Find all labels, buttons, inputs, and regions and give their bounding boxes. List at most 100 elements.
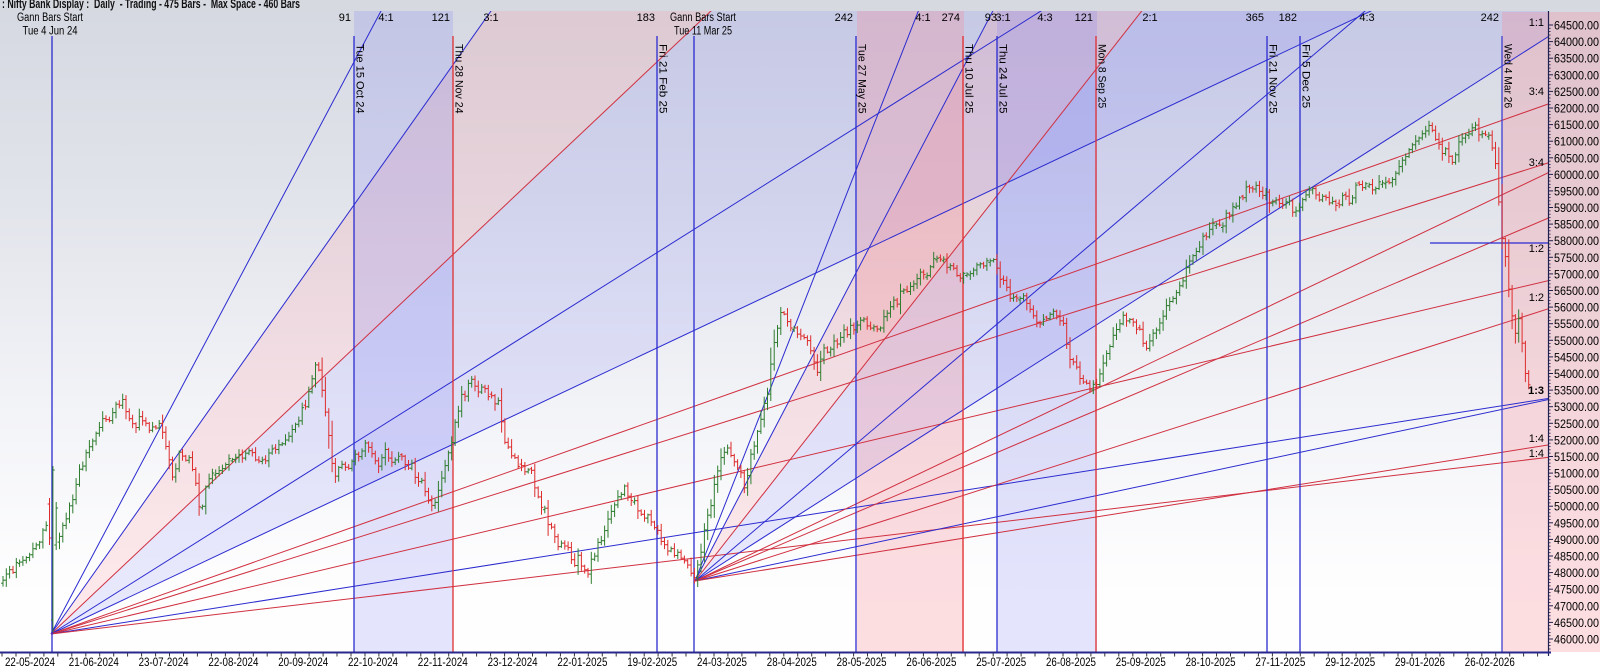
svg-text:3:1: 3:1 bbox=[483, 12, 498, 24]
svg-text:28-10-2025: 28-10-2025 bbox=[1186, 655, 1236, 669]
svg-text:63500.00: 63500.00 bbox=[1554, 52, 1599, 66]
svg-text:Tue 15 Oct 24: Tue 15 Oct 24 bbox=[354, 44, 366, 114]
svg-text:19-02-2025: 19-02-2025 bbox=[627, 655, 677, 669]
svg-text:Wed 4 Mar 26: Wed 4 Mar 26 bbox=[1502, 44, 1514, 108]
svg-text:183: 183 bbox=[637, 12, 655, 24]
svg-text:46500.00: 46500.00 bbox=[1554, 616, 1599, 630]
svg-text:52000.00: 52000.00 bbox=[1554, 433, 1599, 447]
svg-text:Thu 24 Jul 25: Thu 24 Jul 25 bbox=[997, 44, 1009, 114]
svg-text:121: 121 bbox=[432, 12, 450, 24]
svg-text:91: 91 bbox=[339, 12, 351, 24]
svg-text:54000.00: 54000.00 bbox=[1554, 367, 1599, 381]
svg-text:1:1: 1:1 bbox=[1529, 17, 1544, 29]
svg-text:63000.00: 63000.00 bbox=[1554, 68, 1599, 82]
svg-text:50000.00: 50000.00 bbox=[1554, 500, 1599, 514]
svg-text:62500.00: 62500.00 bbox=[1554, 85, 1599, 99]
svg-text:Fri 21 Feb 25: Fri 21 Feb 25 bbox=[657, 44, 669, 114]
svg-text:54500.00: 54500.00 bbox=[1554, 350, 1599, 364]
svg-text:25-07-2025: 25-07-2025 bbox=[976, 655, 1026, 669]
svg-text:56500.00: 56500.00 bbox=[1554, 284, 1599, 298]
svg-text:Thu 10 Jul 25: Thu 10 Jul 25 bbox=[963, 44, 975, 114]
svg-text:4:3: 4:3 bbox=[1359, 12, 1374, 24]
svg-text:49500.00: 49500.00 bbox=[1554, 516, 1599, 530]
svg-text:1:2: 1:2 bbox=[1529, 292, 1544, 304]
svg-text:20-09-2024: 20-09-2024 bbox=[278, 655, 328, 669]
svg-text:47500.00: 47500.00 bbox=[1554, 583, 1599, 597]
svg-text:365: 365 bbox=[1246, 12, 1264, 24]
svg-text:Gann Bars Start: Gann Bars Start bbox=[670, 12, 737, 24]
svg-text:48500.00: 48500.00 bbox=[1554, 550, 1599, 564]
svg-text:: Nifty Bank Display : Daily: : Nifty Bank Display : Daily - Trading -… bbox=[2, 0, 300, 11]
svg-text:1:3: 1:3 bbox=[1528, 385, 1544, 397]
svg-text:27-11-2025: 27-11-2025 bbox=[1255, 655, 1305, 669]
svg-text:Thu 28 Nov 24: Thu 28 Nov 24 bbox=[453, 44, 465, 114]
svg-text:55500.00: 55500.00 bbox=[1554, 317, 1599, 331]
svg-text:23-12-2024: 23-12-2024 bbox=[488, 655, 538, 669]
svg-text:Tue 4 Jun 24: Tue 4 Jun 24 bbox=[23, 26, 78, 38]
svg-text:51000.00: 51000.00 bbox=[1554, 467, 1599, 481]
svg-text:22-05-2024: 22-05-2024 bbox=[5, 655, 55, 669]
svg-text:55000.00: 55000.00 bbox=[1554, 334, 1599, 348]
svg-text:26-08-2025: 26-08-2025 bbox=[1046, 655, 1096, 669]
svg-text:60000.00: 60000.00 bbox=[1554, 168, 1599, 182]
svg-text:26-06-2025: 26-06-2025 bbox=[906, 655, 956, 669]
svg-text:22-11-2024: 22-11-2024 bbox=[418, 655, 468, 669]
svg-text:57500.00: 57500.00 bbox=[1554, 251, 1599, 265]
svg-text:53500.00: 53500.00 bbox=[1554, 384, 1599, 398]
svg-text:182: 182 bbox=[1279, 12, 1297, 24]
svg-text:51500.00: 51500.00 bbox=[1554, 450, 1599, 464]
svg-text:274: 274 bbox=[942, 12, 960, 24]
svg-text:46000.00: 46000.00 bbox=[1554, 633, 1599, 647]
svg-text:47000.00: 47000.00 bbox=[1554, 599, 1599, 613]
svg-text:Fri 21 Nov 25: Fri 21 Nov 25 bbox=[1267, 44, 1279, 114]
svg-text:58000.00: 58000.00 bbox=[1554, 234, 1599, 248]
svg-text:Fri 5 Dec 25: Fri 5 Dec 25 bbox=[1300, 44, 1312, 108]
svg-text:4:3: 4:3 bbox=[1037, 12, 1052, 24]
svg-text:61000.00: 61000.00 bbox=[1554, 135, 1599, 149]
svg-text:21-06-2024: 21-06-2024 bbox=[69, 655, 119, 669]
svg-text:Tue 11 Mar 25: Tue 11 Mar 25 bbox=[674, 26, 732, 38]
svg-text:49000.00: 49000.00 bbox=[1554, 533, 1599, 547]
svg-text:121: 121 bbox=[1075, 12, 1093, 24]
svg-text:59500.00: 59500.00 bbox=[1554, 184, 1599, 198]
svg-text:Tue 27 May 25: Tue 27 May 25 bbox=[856, 44, 868, 114]
svg-text:61500.00: 61500.00 bbox=[1554, 118, 1599, 132]
svg-text:22-08-2024: 22-08-2024 bbox=[208, 655, 258, 669]
svg-text:3:4: 3:4 bbox=[1529, 86, 1544, 98]
svg-text:64000.00: 64000.00 bbox=[1554, 35, 1599, 49]
svg-text:48000.00: 48000.00 bbox=[1554, 566, 1599, 580]
svg-text:93: 93 bbox=[985, 12, 997, 24]
svg-text:50500.00: 50500.00 bbox=[1554, 483, 1599, 497]
svg-text:26-02-2026: 26-02-2026 bbox=[1465, 655, 1515, 669]
svg-text:22-10-2024: 22-10-2024 bbox=[348, 655, 398, 669]
svg-text:57000.00: 57000.00 bbox=[1554, 267, 1599, 281]
svg-text:25-09-2025: 25-09-2025 bbox=[1116, 655, 1166, 669]
svg-text:4:1: 4:1 bbox=[378, 12, 393, 24]
svg-text:52500.00: 52500.00 bbox=[1554, 417, 1599, 431]
svg-text:24-03-2025: 24-03-2025 bbox=[697, 655, 747, 669]
svg-text:23-07-2024: 23-07-2024 bbox=[139, 655, 189, 669]
svg-text:Gann Bars Start: Gann Bars Start bbox=[17, 12, 84, 24]
svg-text:242: 242 bbox=[1481, 12, 1499, 24]
svg-text:1:2: 1:2 bbox=[1529, 243, 1544, 255]
svg-text:60500.00: 60500.00 bbox=[1554, 151, 1599, 165]
svg-text:58500.00: 58500.00 bbox=[1554, 218, 1599, 232]
svg-text:59000.00: 59000.00 bbox=[1554, 201, 1599, 215]
svg-text:Mon 8 Sep 25: Mon 8 Sep 25 bbox=[1096, 44, 1108, 108]
svg-text:2:1: 2:1 bbox=[1142, 12, 1157, 24]
svg-text:3:1: 3:1 bbox=[995, 12, 1010, 24]
svg-text:64500.00: 64500.00 bbox=[1554, 19, 1599, 33]
svg-text:62000.00: 62000.00 bbox=[1554, 102, 1599, 116]
svg-text:1:4: 1:4 bbox=[1529, 448, 1544, 460]
svg-text:4:1: 4:1 bbox=[915, 12, 930, 24]
svg-text:28-04-2025: 28-04-2025 bbox=[767, 655, 817, 669]
svg-text:3:4: 3:4 bbox=[1529, 157, 1544, 169]
svg-text:56000.00: 56000.00 bbox=[1554, 301, 1599, 315]
svg-text:29-01-2026: 29-01-2026 bbox=[1395, 655, 1445, 669]
svg-text:29-12-2025: 29-12-2025 bbox=[1325, 655, 1375, 669]
svg-text:1:4: 1:4 bbox=[1529, 433, 1544, 445]
svg-text:22-01-2025: 22-01-2025 bbox=[557, 655, 607, 669]
svg-text:242: 242 bbox=[835, 12, 853, 24]
svg-text:28-05-2025: 28-05-2025 bbox=[837, 655, 887, 669]
svg-text:53000.00: 53000.00 bbox=[1554, 400, 1599, 414]
